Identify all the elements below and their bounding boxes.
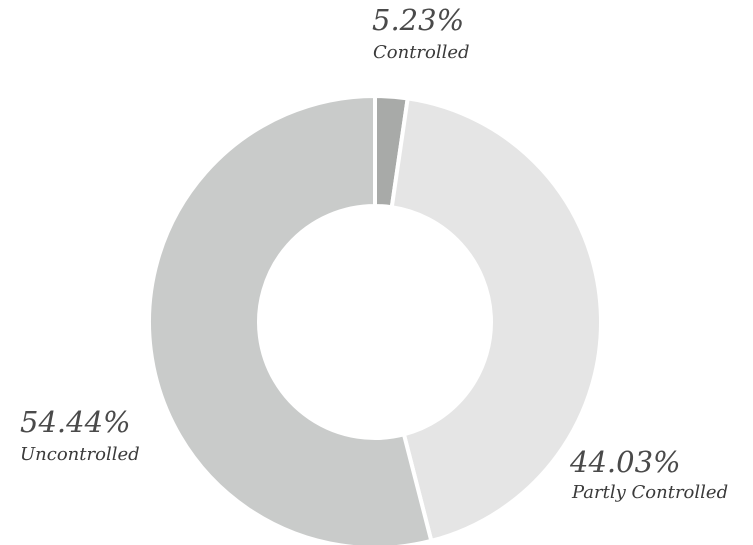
- slice-value-label-uncontrolled: 54.44%: [20, 405, 131, 439]
- slice-category-label-partly-controlled: Partly Controlled: [571, 482, 728, 503]
- slice-category-label-controlled: Controlled: [373, 42, 470, 63]
- slice-partly-controlled: [389, 96, 603, 544]
- slices-group: [147, 93, 603, 545]
- slice-value-label-controlled: 5.23%: [372, 3, 464, 37]
- slice-category-label-uncontrolled: Uncontrolled: [20, 444, 140, 465]
- slice-value-label-partly-controlled: 44.03%: [569, 445, 681, 479]
- slice-uncontrolled: [147, 93, 434, 545]
